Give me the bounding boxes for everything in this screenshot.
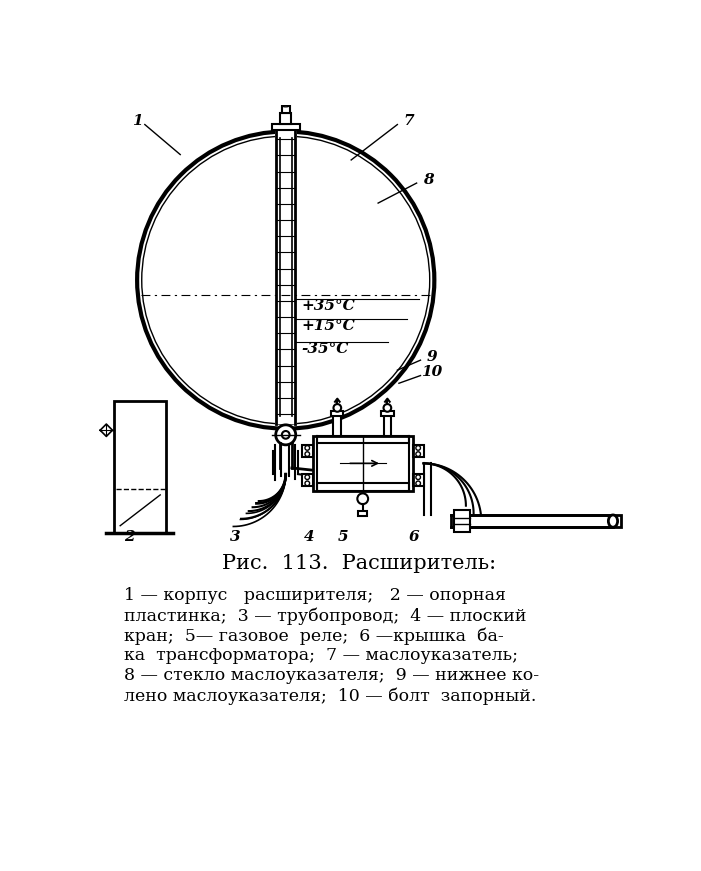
Text: 6: 6 (409, 530, 420, 544)
Bar (331, 411, 343, 415)
Text: +35°C: +35°C (301, 300, 355, 314)
Bar (114, 401, 166, 533)
Circle shape (416, 481, 421, 486)
Text: 8 — стекло маслоуказателя;  9 — нижнее ко-: 8 — стекло маслоуказателя; 9 — нижнее ко… (124, 667, 539, 685)
Text: ка  трансформатора;  7 — маслоуказатель;: ка трансформатора; 7 — маслоуказатель; (124, 647, 518, 665)
Circle shape (282, 431, 290, 439)
Bar (334, 414, 341, 436)
Circle shape (137, 132, 435, 429)
Circle shape (305, 452, 310, 456)
Bar (313, 436, 413, 491)
Bar (454, 510, 470, 532)
Text: 1 — корпус   расширителя;   2 — опорная: 1 — корпус расширителя; 2 — опорная (124, 587, 506, 604)
Text: Рис.  113.  Расширитель:: Рис. 113. Расширитель: (222, 554, 496, 573)
Bar (302, 474, 313, 486)
Text: 7: 7 (404, 114, 414, 128)
Bar (317, 436, 409, 443)
Bar (283, 99, 289, 105)
Circle shape (305, 475, 310, 480)
Text: 9: 9 (427, 350, 437, 364)
Text: 5: 5 (338, 530, 349, 544)
Circle shape (305, 481, 310, 486)
Circle shape (275, 425, 296, 445)
Text: 10: 10 (421, 366, 442, 380)
Bar (358, 511, 367, 516)
Bar (272, 124, 299, 130)
Bar (280, 113, 291, 124)
Bar (413, 445, 423, 457)
Bar (313, 436, 413, 491)
Circle shape (416, 446, 421, 450)
Text: 1: 1 (132, 114, 142, 128)
Text: пластинка;  3 — трубопровод;  4 — плоский: пластинка; 3 — трубопровод; 4 — плоский (124, 607, 526, 625)
Text: -35°C: -35°C (301, 342, 348, 356)
Circle shape (383, 404, 391, 412)
Text: 2: 2 (124, 530, 135, 544)
Ellipse shape (282, 104, 290, 107)
Ellipse shape (608, 515, 618, 527)
Text: 3: 3 (231, 530, 241, 544)
Bar (413, 474, 423, 486)
Text: 4: 4 (304, 530, 314, 544)
Bar (451, 515, 620, 527)
Bar (381, 411, 393, 415)
Circle shape (334, 404, 341, 412)
Text: кран;  5— газовое  реле;  6 —крышка  ба-: кран; 5— газовое реле; 6 —крышка ба- (124, 627, 504, 645)
Bar (383, 414, 391, 436)
Bar (317, 483, 409, 491)
Text: +15°C: +15°C (301, 320, 355, 334)
Bar (282, 105, 290, 113)
Circle shape (358, 493, 368, 504)
Bar (302, 445, 313, 457)
Circle shape (416, 452, 421, 456)
Circle shape (416, 475, 421, 480)
Text: 8: 8 (423, 173, 433, 187)
Text: лено маслоуказателя;  10 — болт  запорный.: лено маслоуказателя; 10 — болт запорный. (124, 687, 536, 705)
Circle shape (305, 446, 310, 450)
Bar (275, 130, 297, 424)
